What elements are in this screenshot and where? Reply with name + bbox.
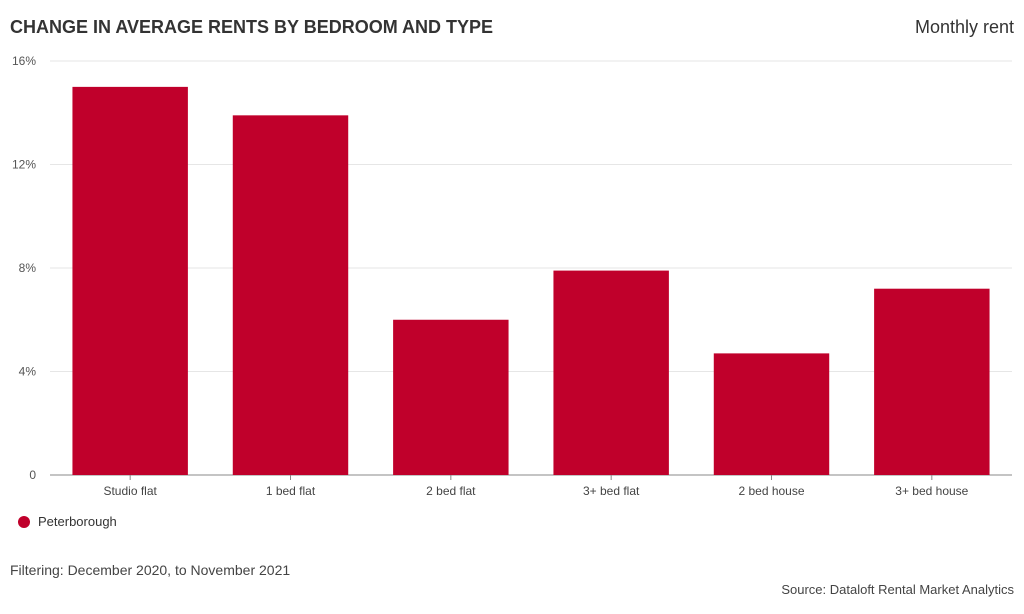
bar[interactable] xyxy=(393,319,509,475)
legend-label: Peterborough xyxy=(38,514,117,529)
chart-subtitle: Monthly rent xyxy=(914,17,1014,37)
y-tick-label: 12% xyxy=(12,158,36,172)
bar[interactable] xyxy=(232,115,349,476)
x-tick-label: 3+ bed house xyxy=(895,484,968,498)
chart-title: CHANGE IN AVERAGE RENTS BY BEDROOM AND T… xyxy=(10,17,494,37)
x-tick-label: 1 bed flat xyxy=(266,484,316,498)
x-tick-label: Studio flat xyxy=(103,484,157,498)
legend-marker xyxy=(18,515,30,528)
source-note: Source: Dataloft Rental Market Analytics xyxy=(781,582,1014,597)
x-tick-label: 2 bed flat xyxy=(426,484,476,498)
y-tick-label: 16% xyxy=(12,54,36,68)
bar[interactable] xyxy=(713,353,830,475)
x-tick-label: 2 bed house xyxy=(738,484,804,498)
filter-note: Filtering: December 2020, to November 20… xyxy=(10,562,291,578)
y-tick-label: 4% xyxy=(19,365,37,379)
bar[interactable] xyxy=(553,270,669,475)
bar[interactable] xyxy=(874,288,990,475)
x-tick-label: 3+ bed flat xyxy=(583,484,640,498)
y-tick-label: 0 xyxy=(29,468,36,482)
y-tick-label: 8% xyxy=(19,261,37,275)
bar[interactable] xyxy=(72,86,188,475)
legend[interactable]: Peterborough xyxy=(18,514,117,529)
